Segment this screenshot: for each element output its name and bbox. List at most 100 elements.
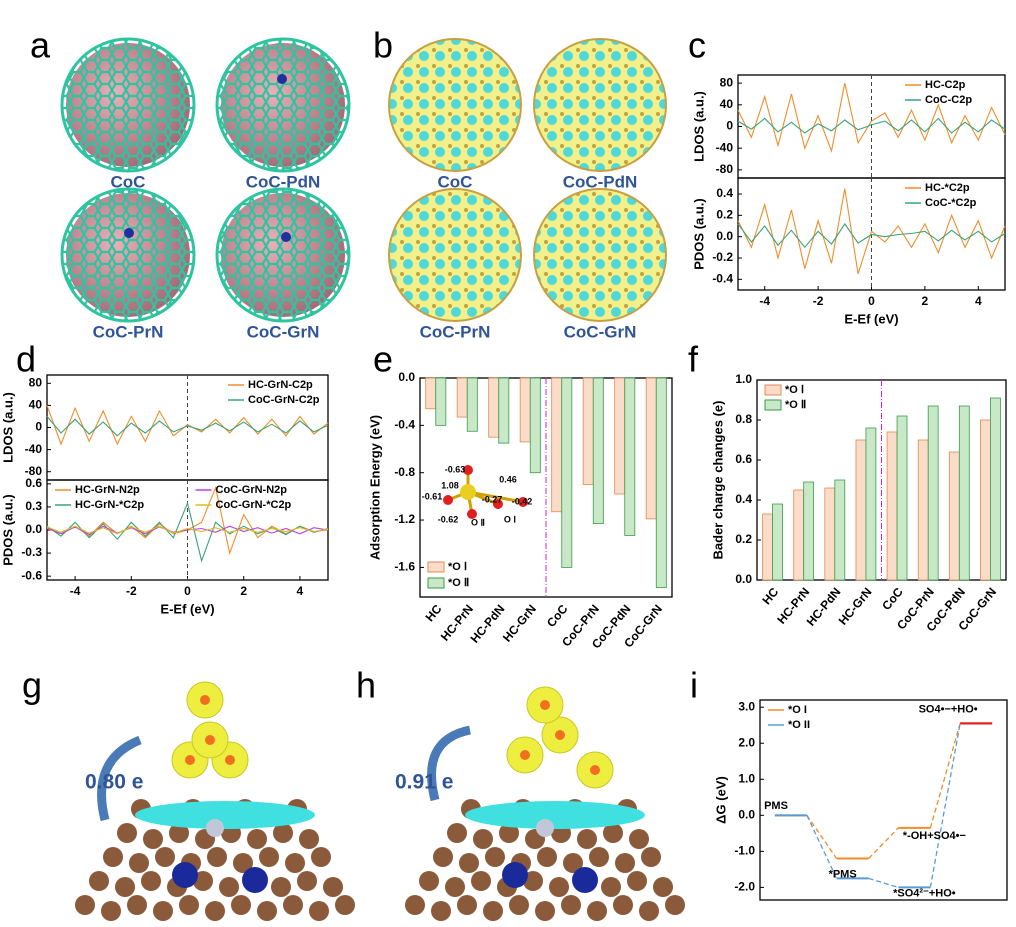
y-tick-label: -0.4 <box>394 418 415 432</box>
x-tick-label: HC-GrN <box>500 602 539 645</box>
bar <box>529 377 541 474</box>
atom <box>117 823 137 843</box>
y-tick-label: 0.0 <box>398 370 415 384</box>
co-atom <box>206 819 224 837</box>
y-tick-label: 0 <box>35 420 42 434</box>
y-tick-label: -80 <box>25 464 43 478</box>
bar <box>456 377 468 418</box>
atom <box>127 895 147 915</box>
bar <box>896 415 908 581</box>
legend-label: *O Ⅰ <box>785 384 804 396</box>
x-tick-label: -2 <box>813 294 824 308</box>
sphere-cage <box>60 37 196 173</box>
atom <box>549 877 569 897</box>
y-tick-label: 0.0 <box>735 572 752 586</box>
atom <box>641 847 661 867</box>
o-atom <box>467 509 477 519</box>
bar <box>855 439 867 581</box>
bar <box>425 377 437 410</box>
level-label: PMS <box>764 800 788 812</box>
legend-swatch <box>427 561 445 573</box>
o-atom <box>463 465 473 475</box>
bar <box>488 377 500 438</box>
legend-label: CoC-GrN-N2p <box>216 484 288 496</box>
x-tick-label: CoC <box>879 585 906 613</box>
x-tick-label: 2 <box>922 294 929 308</box>
atom <box>271 877 291 897</box>
atom <box>563 853 583 873</box>
atom <box>627 871 647 891</box>
x-tick-label: -2 <box>126 584 137 598</box>
atom <box>225 755 235 765</box>
atom <box>297 871 317 891</box>
n-atom <box>242 867 268 893</box>
atom <box>335 895 355 915</box>
y-tick-label: 0.2 <box>716 208 733 222</box>
inset-label: -0.61 <box>422 491 443 501</box>
atom <box>155 847 175 867</box>
y-tick-label: -80 <box>716 162 734 176</box>
x-tick-label: HC-PdN <box>804 585 844 629</box>
x-tick-label: 0 <box>868 294 875 308</box>
atom <box>233 853 253 873</box>
y-tick-label: -0.6 <box>21 568 42 582</box>
sphere-label: CoC-PrN <box>420 322 491 341</box>
charge-label: 0.80 e <box>85 771 143 794</box>
charge-sphere <box>388 188 522 322</box>
atom <box>75 895 95 915</box>
atom <box>535 901 555 921</box>
legend-label: *O I <box>788 704 807 716</box>
atom <box>590 765 600 775</box>
connector <box>929 723 961 888</box>
dopant <box>277 74 287 84</box>
legend-label: CoC-GrN-*C2p <box>216 499 292 511</box>
inset-label: -0.63 <box>445 464 466 474</box>
legend-label: HC-GrN-C2p <box>248 379 313 391</box>
legend-label: CoC-C2p <box>925 94 972 106</box>
inset-label: O Ⅰ <box>504 514 516 524</box>
atom <box>257 901 277 921</box>
atom <box>200 695 210 705</box>
y-tick-label: -0.2 <box>712 250 733 264</box>
atom <box>615 853 635 873</box>
atom <box>561 895 581 915</box>
y-tick-label: 0.6 <box>735 452 752 466</box>
atom <box>457 895 477 915</box>
atom <box>589 847 609 867</box>
panel-letter: b <box>373 25 393 66</box>
bar <box>624 377 636 536</box>
bar <box>834 479 846 581</box>
charge-label: 0.91 e <box>395 771 453 794</box>
bar <box>886 431 898 581</box>
x-tick-label: CoC <box>544 602 571 630</box>
connector <box>868 877 899 889</box>
atom <box>520 750 530 760</box>
legend-swatch <box>764 384 782 396</box>
legend-label: HC-*C2p <box>925 182 970 194</box>
x-tick-label: 2 <box>240 584 247 598</box>
bar <box>948 451 960 581</box>
x-tick-label: 0 <box>184 584 191 598</box>
level-label: *-OH+SO4•− <box>903 830 966 842</box>
o-atom <box>518 497 528 507</box>
atom <box>613 895 633 915</box>
atom <box>509 895 529 915</box>
charge-sphere <box>533 38 667 172</box>
inset-label: 1.08 <box>441 480 459 490</box>
y-tick-label: 0.0 <box>716 229 733 243</box>
legend-label: HC-C2p <box>925 79 966 91</box>
y-tick-label: 1.0 <box>738 771 755 785</box>
y-tick-label: -1.6 <box>394 560 415 574</box>
y-tick-label: 80 <box>720 75 734 89</box>
y-tick-label: -40 <box>716 140 734 154</box>
y-tick-label: 0.8 <box>735 412 752 426</box>
bar <box>917 439 929 581</box>
atom <box>603 823 623 843</box>
connector <box>806 815 838 879</box>
x-tick-label: -4 <box>70 584 81 598</box>
atom <box>629 829 649 849</box>
y-tick-label: 0.3 <box>25 499 42 513</box>
sphere-label: CoC <box>438 172 473 191</box>
inset-label: -0.42 <box>512 496 533 506</box>
